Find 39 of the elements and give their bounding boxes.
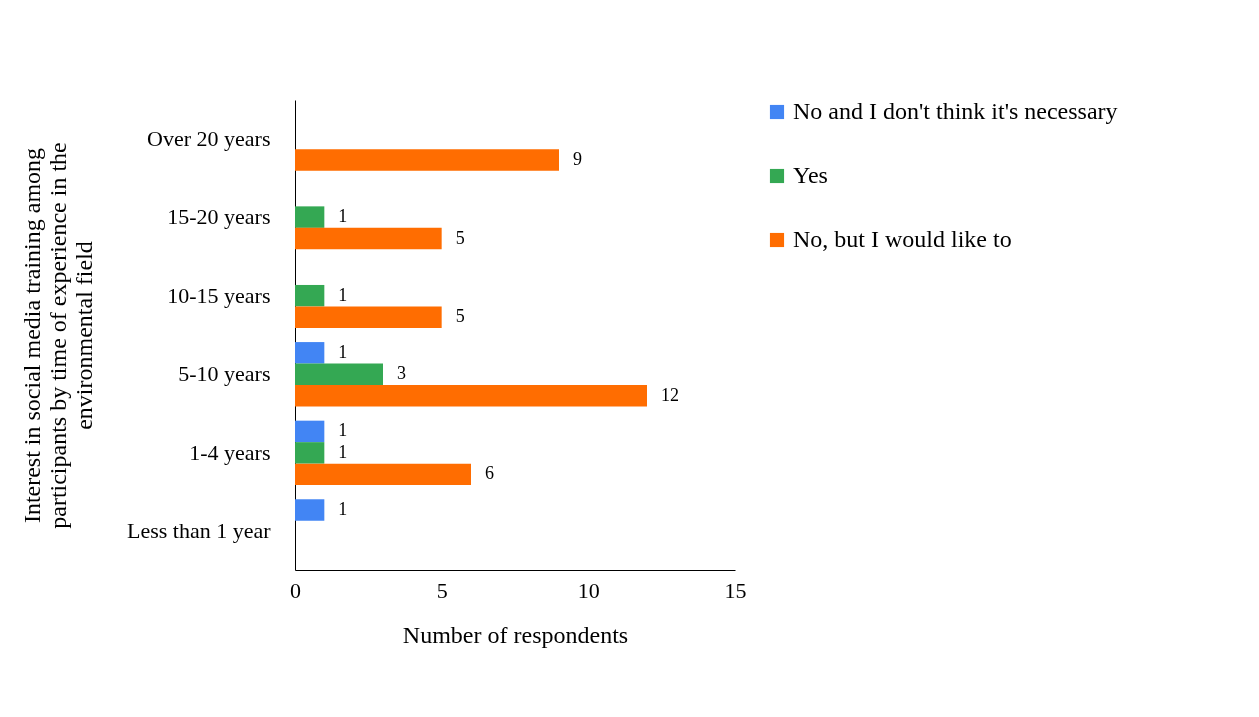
bar xyxy=(295,227,442,250)
data-label: 1 xyxy=(338,420,348,441)
bar xyxy=(295,342,325,364)
data-label: 1 xyxy=(338,284,348,305)
legend-label: No and I don't think it's necessary xyxy=(793,98,1118,124)
y-tick-label: 5-10 years xyxy=(178,361,271,387)
bar xyxy=(295,306,442,328)
legend-label: No, but I would like to xyxy=(793,226,1012,252)
data-label: 3 xyxy=(397,363,406,384)
data-label: 1 xyxy=(338,341,348,362)
data-label: 5 xyxy=(455,306,465,327)
data-label: 9 xyxy=(573,148,582,169)
bar xyxy=(295,463,471,486)
legend-label: Yes xyxy=(793,162,828,188)
y-axis-title: Interest in social media training among participants by time of experience in the environmental field xyxy=(18,142,97,529)
x-tick-label: 15 xyxy=(724,577,747,603)
data-label: 1 xyxy=(338,499,348,520)
x-tick-label: 10 xyxy=(577,577,600,603)
bar xyxy=(295,442,325,464)
bar xyxy=(295,284,325,307)
data-label: 5 xyxy=(455,227,465,248)
bar xyxy=(295,499,325,521)
data-label: 6 xyxy=(485,463,494,484)
data-label: 1 xyxy=(338,441,348,462)
data-label: 1 xyxy=(338,206,348,227)
bar xyxy=(295,420,325,443)
y-tick-label: Over 20 years xyxy=(147,125,271,151)
bar xyxy=(295,385,647,407)
bar xyxy=(295,363,383,386)
x-tick-label: 0 xyxy=(290,577,301,603)
data-label: 12 xyxy=(661,384,679,405)
x-tick-label: 5 xyxy=(436,577,448,603)
bar xyxy=(295,206,325,228)
y-tick-label: 15-20 years xyxy=(167,204,271,230)
y-tick-label: Less than 1 year xyxy=(126,518,272,544)
y-tick-label: 10-15 years xyxy=(167,282,271,308)
y-tick-label: 1-4 years xyxy=(189,439,271,465)
bar xyxy=(295,149,559,171)
x-axis-title: Number of respondents xyxy=(402,621,629,648)
